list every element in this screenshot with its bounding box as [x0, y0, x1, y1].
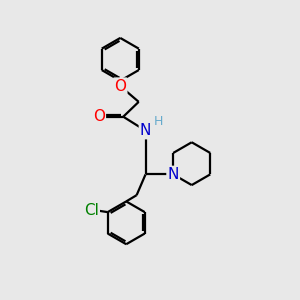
- Text: O: O: [114, 79, 126, 94]
- Text: H: H: [153, 115, 163, 128]
- Text: N: N: [140, 123, 151, 138]
- Text: Cl: Cl: [84, 203, 99, 218]
- Text: N: N: [167, 167, 179, 182]
- Text: O: O: [93, 109, 105, 124]
